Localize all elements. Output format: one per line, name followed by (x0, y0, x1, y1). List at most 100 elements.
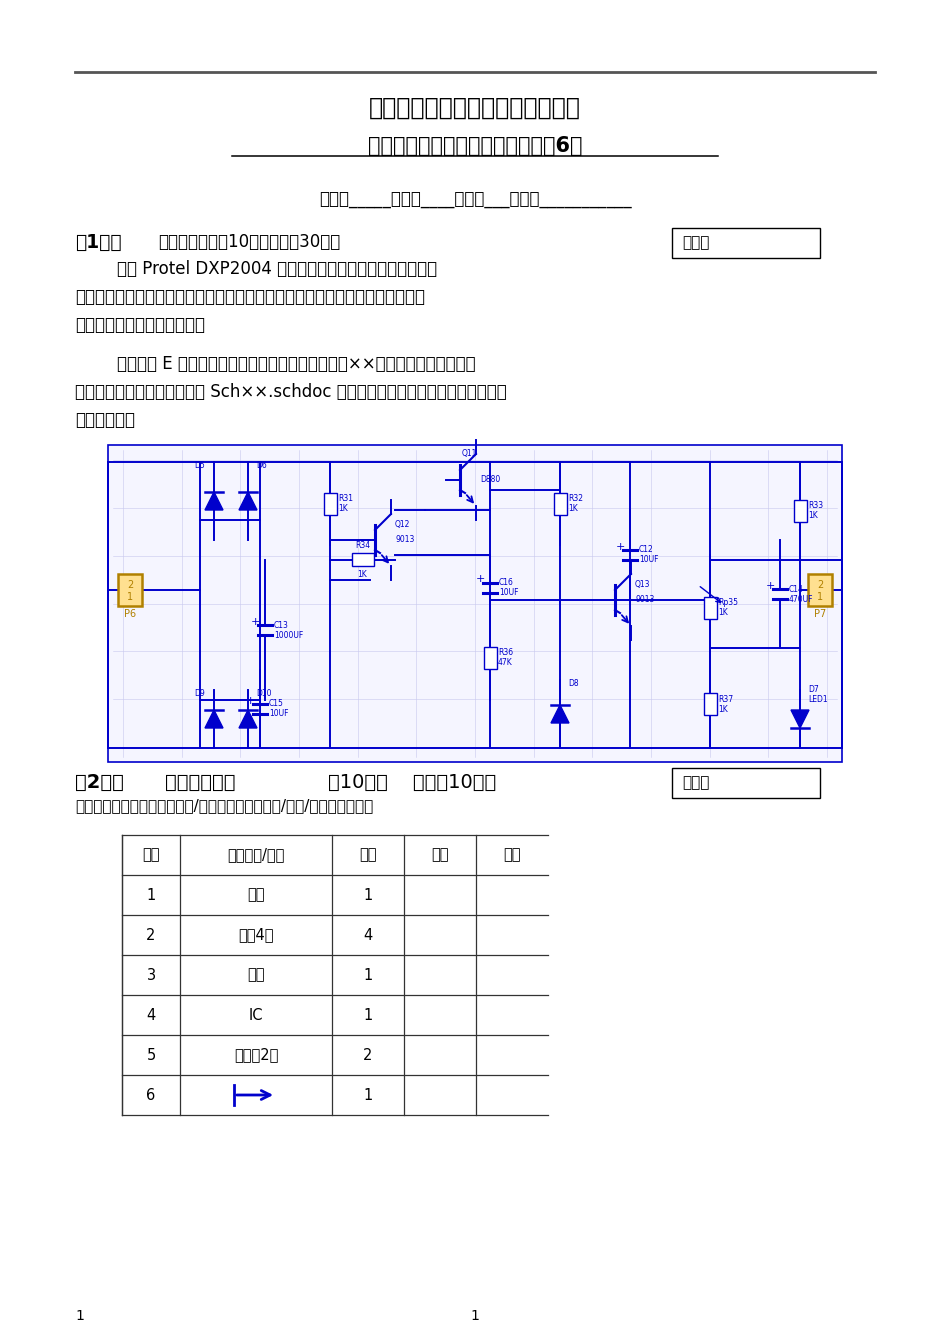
Text: 1: 1 (363, 1087, 372, 1102)
Text: 电阻4只: 电阻4只 (238, 927, 274, 942)
Bar (324, 492, 337, 515)
Text: 1: 1 (363, 887, 372, 903)
Text: C13: C13 (274, 621, 289, 629)
Bar (794, 500, 807, 521)
Text: 6: 6 (146, 1087, 156, 1102)
Text: 元件名称/符号: 元件名称/符号 (227, 848, 285, 863)
Text: D5: D5 (194, 461, 205, 470)
Text: 1K: 1K (718, 607, 728, 617)
Text: 10UF: 10UF (269, 710, 289, 719)
Polygon shape (205, 710, 223, 728)
Text: D7: D7 (808, 685, 819, 695)
Polygon shape (551, 706, 569, 723)
Text: 序号: 序号 (142, 848, 160, 863)
Text: 47K: 47K (498, 659, 513, 667)
Text: 1: 1 (127, 591, 133, 602)
Text: 得分：: 得分： (682, 775, 710, 790)
Text: 1000UF: 1000UF (274, 630, 303, 640)
Text: 9013: 9013 (635, 595, 655, 605)
Text: 合计: 合计 (504, 848, 521, 863)
Text: 三极管2只: 三极管2只 (234, 1047, 278, 1063)
Text: （10分）    时限：10分钟: （10分） 时限：10分钟 (328, 773, 496, 792)
Text: 1: 1 (470, 1309, 480, 1322)
Text: D10: D10 (256, 688, 272, 698)
Text: 10UF: 10UF (639, 555, 658, 564)
Text: 2: 2 (127, 581, 133, 590)
Text: 470UF: 470UF (789, 594, 813, 603)
Text: 考生根据考评老师指定的元件/符号进行识别，测出/说出/写出相关参数。: 考生根据考评老师指定的元件/符号进行识别，测出/说出/写出相关参数。 (75, 798, 373, 813)
Bar (808, 574, 832, 606)
Text: D9: D9 (194, 688, 205, 698)
Bar (108, 445, 842, 762)
Text: C12: C12 (639, 546, 654, 555)
Text: R32: R32 (568, 495, 583, 503)
Text: 2: 2 (817, 581, 823, 590)
Text: 电感: 电感 (247, 887, 265, 903)
Text: 使用 Protel DXP2004 软件，根据提供的电路原理图，准确: 使用 Protel DXP2004 软件，根据提供的电路原理图，准确 (75, 259, 437, 278)
Bar (704, 694, 717, 715)
Text: +: + (250, 617, 259, 628)
Text: 1: 1 (363, 1008, 372, 1023)
Text: 4: 4 (363, 927, 372, 942)
Text: D8: D8 (568, 679, 579, 688)
Text: C15: C15 (269, 699, 284, 708)
Text: 5: 5 (146, 1047, 156, 1063)
Text: P6: P6 (124, 609, 136, 620)
Text: +: + (475, 574, 484, 585)
Text: R31: R31 (338, 495, 353, 503)
Text: 得分：: 得分： (682, 235, 710, 250)
Text: 1K: 1K (568, 504, 578, 513)
Text: 1: 1 (817, 591, 823, 602)
Text: 1K: 1K (338, 504, 348, 513)
Text: R34: R34 (355, 542, 370, 550)
Text: 电容: 电容 (247, 968, 265, 982)
Text: IC: IC (249, 1008, 263, 1023)
Text: 1: 1 (146, 887, 156, 903)
Text: D880: D880 (480, 476, 501, 484)
Text: 2: 2 (146, 927, 156, 942)
Bar (118, 574, 142, 606)
Text: 3: 3 (146, 968, 156, 982)
Text: 电子元件识别: 电子元件识别 (165, 773, 236, 792)
Bar (704, 597, 717, 618)
Polygon shape (239, 492, 257, 509)
Polygon shape (205, 492, 223, 509)
Bar (672, 767, 820, 798)
Text: R33: R33 (808, 501, 823, 511)
Text: 1K: 1K (357, 570, 368, 579)
Text: 地在指定计算机上绘制出电路原理图，并在电路原理图中的元器件符号上标明它: 地在指定计算机上绘制出电路原理图，并在电路原理图中的元器件符号上标明它 (75, 288, 425, 306)
Text: 1K: 1K (718, 704, 728, 714)
Text: 10UF: 10UF (499, 589, 519, 597)
Bar (672, 228, 820, 258)
Text: Q13: Q13 (635, 581, 651, 590)
Text: 1: 1 (363, 968, 372, 982)
Text: C16: C16 (499, 578, 514, 587)
Text: Rp35: Rp35 (718, 598, 738, 607)
Bar (554, 492, 567, 515)
Text: LED1: LED1 (808, 695, 827, 704)
Text: 电子技术应用专业技能抽测试卷（6）: 电子技术应用专业技能抽测试卷（6） (368, 136, 582, 156)
Text: 4: 4 (146, 1008, 156, 1023)
Text: 说明：在 E 盘根目录下以工位号为名建立文件夹（××为学生工位号，只取后: 说明：在 E 盘根目录下以工位号为名建立文件夹（××为学生工位号，只取后 (75, 355, 476, 374)
Text: 2: 2 (363, 1047, 372, 1063)
Text: 的标号和标称值（或型号）。: 的标号和标称值（或型号）。 (75, 316, 205, 335)
Text: +: + (245, 696, 255, 706)
Text: +: + (766, 581, 774, 591)
Text: R36: R36 (498, 648, 513, 657)
Polygon shape (239, 710, 257, 728)
Text: P7: P7 (814, 609, 826, 620)
Text: 两位），画出的电路图命名为 Sch××.schdoc 存入该文件夹中。如不按说明存盘，将: 两位），画出的电路图命名为 Sch××.schdoc 存入该文件夹中。如不按说明… (75, 383, 506, 401)
Text: 学校：_____姓名：____考号：___总分：___________: 学校：_____姓名：____考号：___总分：___________ (318, 191, 632, 210)
Text: Q12: Q12 (395, 520, 410, 530)
Text: +: + (616, 542, 625, 552)
Text: 配分: 配分 (359, 848, 377, 863)
Text: 9013: 9013 (395, 535, 414, 544)
Polygon shape (791, 710, 809, 728)
Text: 不给予评价。: 不给予评价。 (75, 411, 135, 429)
Text: 第1题：: 第1题： (75, 233, 122, 251)
Text: Q11: Q11 (462, 449, 477, 458)
Text: 1K: 1K (808, 512, 818, 520)
Bar (484, 646, 497, 668)
Text: 绘图软件使用（10分）时限：30分钟: 绘图软件使用（10分）时限：30分钟 (158, 233, 340, 251)
Text: 得分: 得分 (431, 848, 448, 863)
